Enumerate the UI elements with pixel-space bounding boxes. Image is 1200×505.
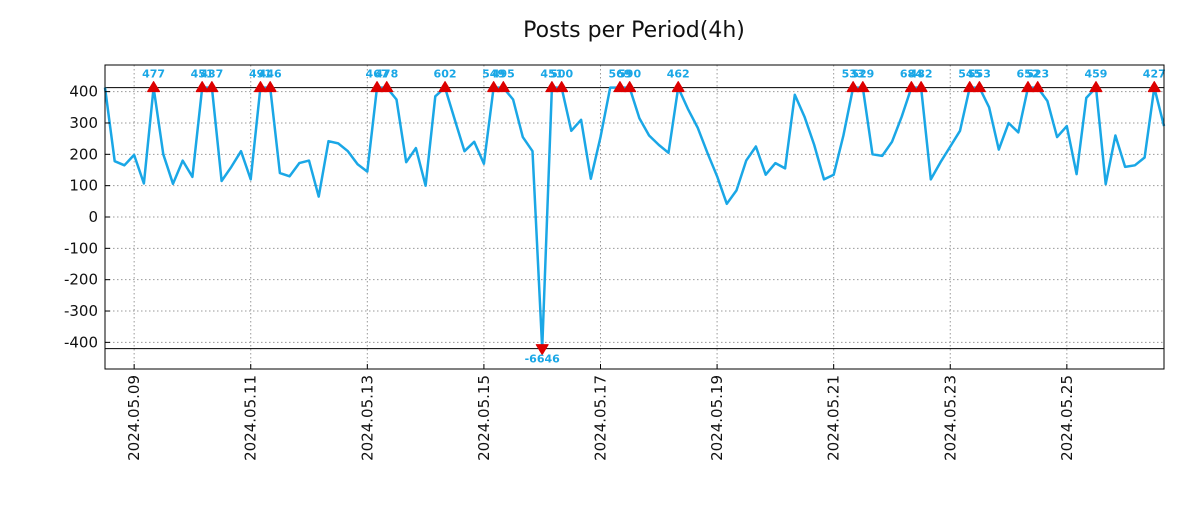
y-axis-ticks: -400 -300 -200 -100 0 100 200 300 400 [64,83,110,351]
peak-marker [380,81,394,93]
peak-marker [846,81,860,93]
peak-label: 684 [900,68,923,81]
x-tick-label: 2024.05.19 [708,375,726,461]
peak-marker [263,81,277,93]
clip-reference-lines [105,87,1164,350]
y-tick-label: 200 [69,145,98,163]
peak-marker [147,81,161,93]
peak-label: 523 [1026,68,1049,81]
peak-marker [555,81,569,93]
peak-marker [195,81,209,93]
x-tick-label: 2024.05.13 [358,375,376,461]
peak-marker [545,81,559,93]
peak-label: 437 [200,68,223,81]
peak-label: 477 [142,68,165,81]
peak-marker [1031,81,1045,93]
peak-marker [487,81,501,93]
x-tick-label: 2024.05.09 [125,375,143,461]
peak-label: 451 [540,68,563,81]
y-tick-label: 100 [69,177,98,195]
peak-label: 478 [375,68,398,81]
peak-label: 495 [492,68,515,81]
peak-marker [613,81,627,93]
x-tick-label: 2024.05.11 [242,375,260,461]
x-tick-label: 2024.05.21 [825,375,843,461]
peak-marker [1147,81,1161,93]
peak-label: 602 [434,68,457,81]
peak-label: 652 [1016,68,1039,81]
plot-frame [104,64,1165,370]
y-tick-label: -200 [64,271,98,289]
peak-marker [671,81,685,93]
peak-label: 446 [259,68,282,81]
peak-marker [963,81,977,93]
peak-label: 459 [1085,68,1108,81]
peak-label: 549 [482,68,505,81]
peak-label: 533 [842,68,865,81]
series-layer [103,86,1166,350]
peak-marker [856,81,870,93]
grid-layer [105,65,1164,369]
y-tick-label: 400 [69,83,98,101]
peak-marker [904,81,918,93]
peak-label: 482 [910,68,933,81]
peak-label: 553 [968,68,991,81]
peak-marker [438,81,452,93]
peak-marker [370,81,384,93]
x-tick-label: 2024.05.15 [475,375,493,461]
peak-label: 569 [608,68,631,81]
x-axis-ticks: 2024.05.09 2024.05.11 2024.05.13 2024.05.15… [125,364,1076,461]
chart-title: Posts per Period(4h) [523,18,745,43]
peak-label: 529 [851,68,874,81]
peak-label: 500 [550,68,573,81]
y-tick-label: -100 [64,239,98,257]
peak-marker [914,81,928,93]
peak-label: 590 [618,68,641,81]
x-tick-label: 2024.05.25 [1058,375,1076,461]
peak-marker [1021,81,1035,93]
peak-label: 451 [191,68,214,81]
y-tick-label: 300 [69,114,98,132]
peak-marker [253,81,267,93]
y-tick-label: 0 [88,208,98,226]
peak-label: 427 [1143,68,1166,81]
peak-marker [205,81,219,93]
peak-label: 462 [667,68,690,81]
trough-label: -6646 [525,353,561,366]
x-tick-label: 2024.05.23 [941,375,959,461]
trough-marker [535,344,549,356]
series-line-posts [103,86,1166,350]
y-tick-label: -300 [64,302,98,320]
x-tick-label: 2024.05.17 [591,375,609,461]
peak-label: 467 [366,68,389,81]
peak-marker [496,81,510,93]
peak-marker [972,81,986,93]
peak-marker [1089,81,1103,93]
y-tick-label: -400 [64,333,98,351]
peak-label: 491 [249,68,272,81]
peak-marker [623,81,637,93]
peak-label: 545 [958,68,981,81]
